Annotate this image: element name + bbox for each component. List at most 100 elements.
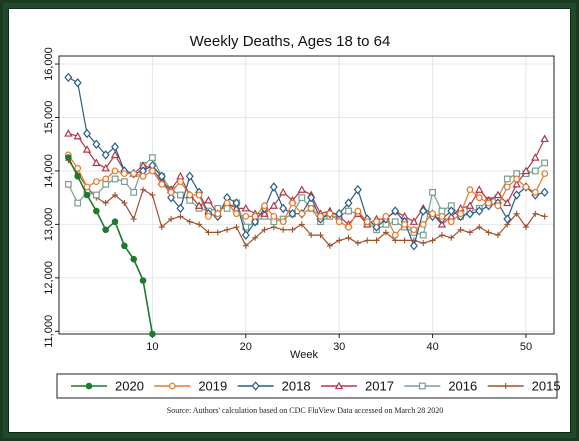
series-line-2018	[68, 76, 545, 247]
point-2017	[64, 129, 73, 137]
plot-frame	[58, 55, 555, 335]
point-2015	[112, 192, 119, 198]
legend-item-2016: 2016	[404, 379, 477, 394]
point-2019	[205, 212, 212, 220]
point-2015	[214, 229, 221, 236]
y-tick-label: 13,000	[43, 208, 55, 242]
legend-marker-2015	[502, 383, 509, 389]
legend-label-2017: 2017	[365, 379, 394, 394]
point-2018	[353, 184, 362, 195]
point-2016	[177, 191, 184, 199]
point-2018	[92, 139, 101, 149]
point-2015	[429, 237, 436, 244]
legend-item-2019: 2019	[154, 379, 227, 394]
legend-marker-2016	[418, 382, 426, 390]
plot-area: 11,000 12,000 13,000 14,000 15,000 16,000 10 20…	[43, 47, 555, 353]
point-2015	[121, 200, 128, 207]
point-2019	[494, 202, 502, 210]
point-2018	[475, 206, 484, 216]
legend-label-2019: 2019	[198, 379, 227, 394]
point-2019	[475, 194, 483, 202]
point-2019	[83, 183, 91, 191]
point-2018	[372, 222, 381, 232]
point-2017	[269, 201, 279, 209]
legend-marker-2019	[168, 382, 176, 390]
point-2019	[92, 178, 100, 186]
point-2017	[503, 198, 512, 207]
point-2015	[261, 226, 268, 233]
point-2020	[121, 242, 128, 250]
point-2018	[512, 190, 521, 200]
point-2015	[532, 210, 539, 217]
point-2019	[419, 221, 427, 228]
point-2016	[429, 188, 436, 196]
point-2015	[401, 237, 408, 244]
point-2015	[233, 224, 240, 231]
point-2018	[307, 192, 316, 203]
point-2016	[345, 207, 352, 215]
point-2016	[419, 231, 427, 239]
point-2019	[541, 170, 549, 178]
point-2017	[475, 185, 484, 193]
point-2017	[73, 131, 82, 140]
point-2015	[336, 237, 343, 244]
point-2015	[420, 240, 427, 247]
point-2020	[149, 330, 156, 338]
point-2019	[503, 183, 511, 191]
x-tick-label: 40	[426, 341, 438, 353]
point-2018	[232, 198, 241, 208]
point-2019	[466, 186, 474, 194]
point-2015	[252, 234, 259, 241]
point-2019	[233, 210, 240, 218]
point-2019	[382, 212, 390, 220]
point-2018	[391, 206, 400, 216]
point-2018	[185, 171, 194, 182]
point-2015	[373, 237, 380, 244]
point-2017	[512, 179, 521, 188]
point-2020	[102, 226, 109, 234]
point-2016	[130, 188, 138, 196]
point-2018	[251, 216, 260, 227]
point-2019	[130, 170, 138, 178]
point-2015	[308, 232, 315, 239]
point-2020	[74, 172, 81, 180]
point-2015	[485, 229, 492, 236]
point-2019	[139, 172, 147, 180]
point-2019	[447, 218, 455, 226]
series-line-2020	[67, 157, 154, 335]
point-2015	[177, 213, 184, 220]
point-2019	[251, 212, 259, 220]
legend-label-2015: 2015	[532, 379, 561, 394]
legend-label-2018: 2018	[282, 379, 311, 394]
point-2015	[364, 237, 371, 244]
point-2017	[260, 209, 269, 217]
point-2019	[363, 218, 371, 226]
point-2019	[317, 212, 324, 220]
point-2018	[157, 171, 166, 182]
point-2017	[82, 145, 92, 153]
point-2015	[102, 200, 109, 207]
point-2015	[494, 232, 501, 239]
legend-item-2015: 2015	[487, 379, 561, 394]
point-2019	[167, 188, 175, 196]
point-2015	[205, 229, 212, 236]
point-2015	[149, 192, 156, 198]
point-2017	[409, 217, 419, 225]
point-2015	[168, 216, 175, 223]
point-2019	[223, 199, 231, 207]
point-2018	[344, 198, 353, 208]
point-2015	[317, 232, 324, 239]
point-2019	[373, 218, 380, 226]
point-2019	[195, 191, 203, 199]
point-2019	[214, 210, 222, 218]
point-2017	[101, 163, 110, 172]
point-2015	[280, 226, 287, 233]
point-2019	[485, 199, 493, 207]
legend-marker-2017	[334, 381, 344, 390]
point-2015	[457, 226, 464, 233]
point-2019	[457, 210, 465, 218]
point-2019	[307, 204, 315, 212]
point-2015	[522, 224, 529, 231]
point-2015	[382, 229, 389, 236]
point-2015	[466, 229, 473, 236]
